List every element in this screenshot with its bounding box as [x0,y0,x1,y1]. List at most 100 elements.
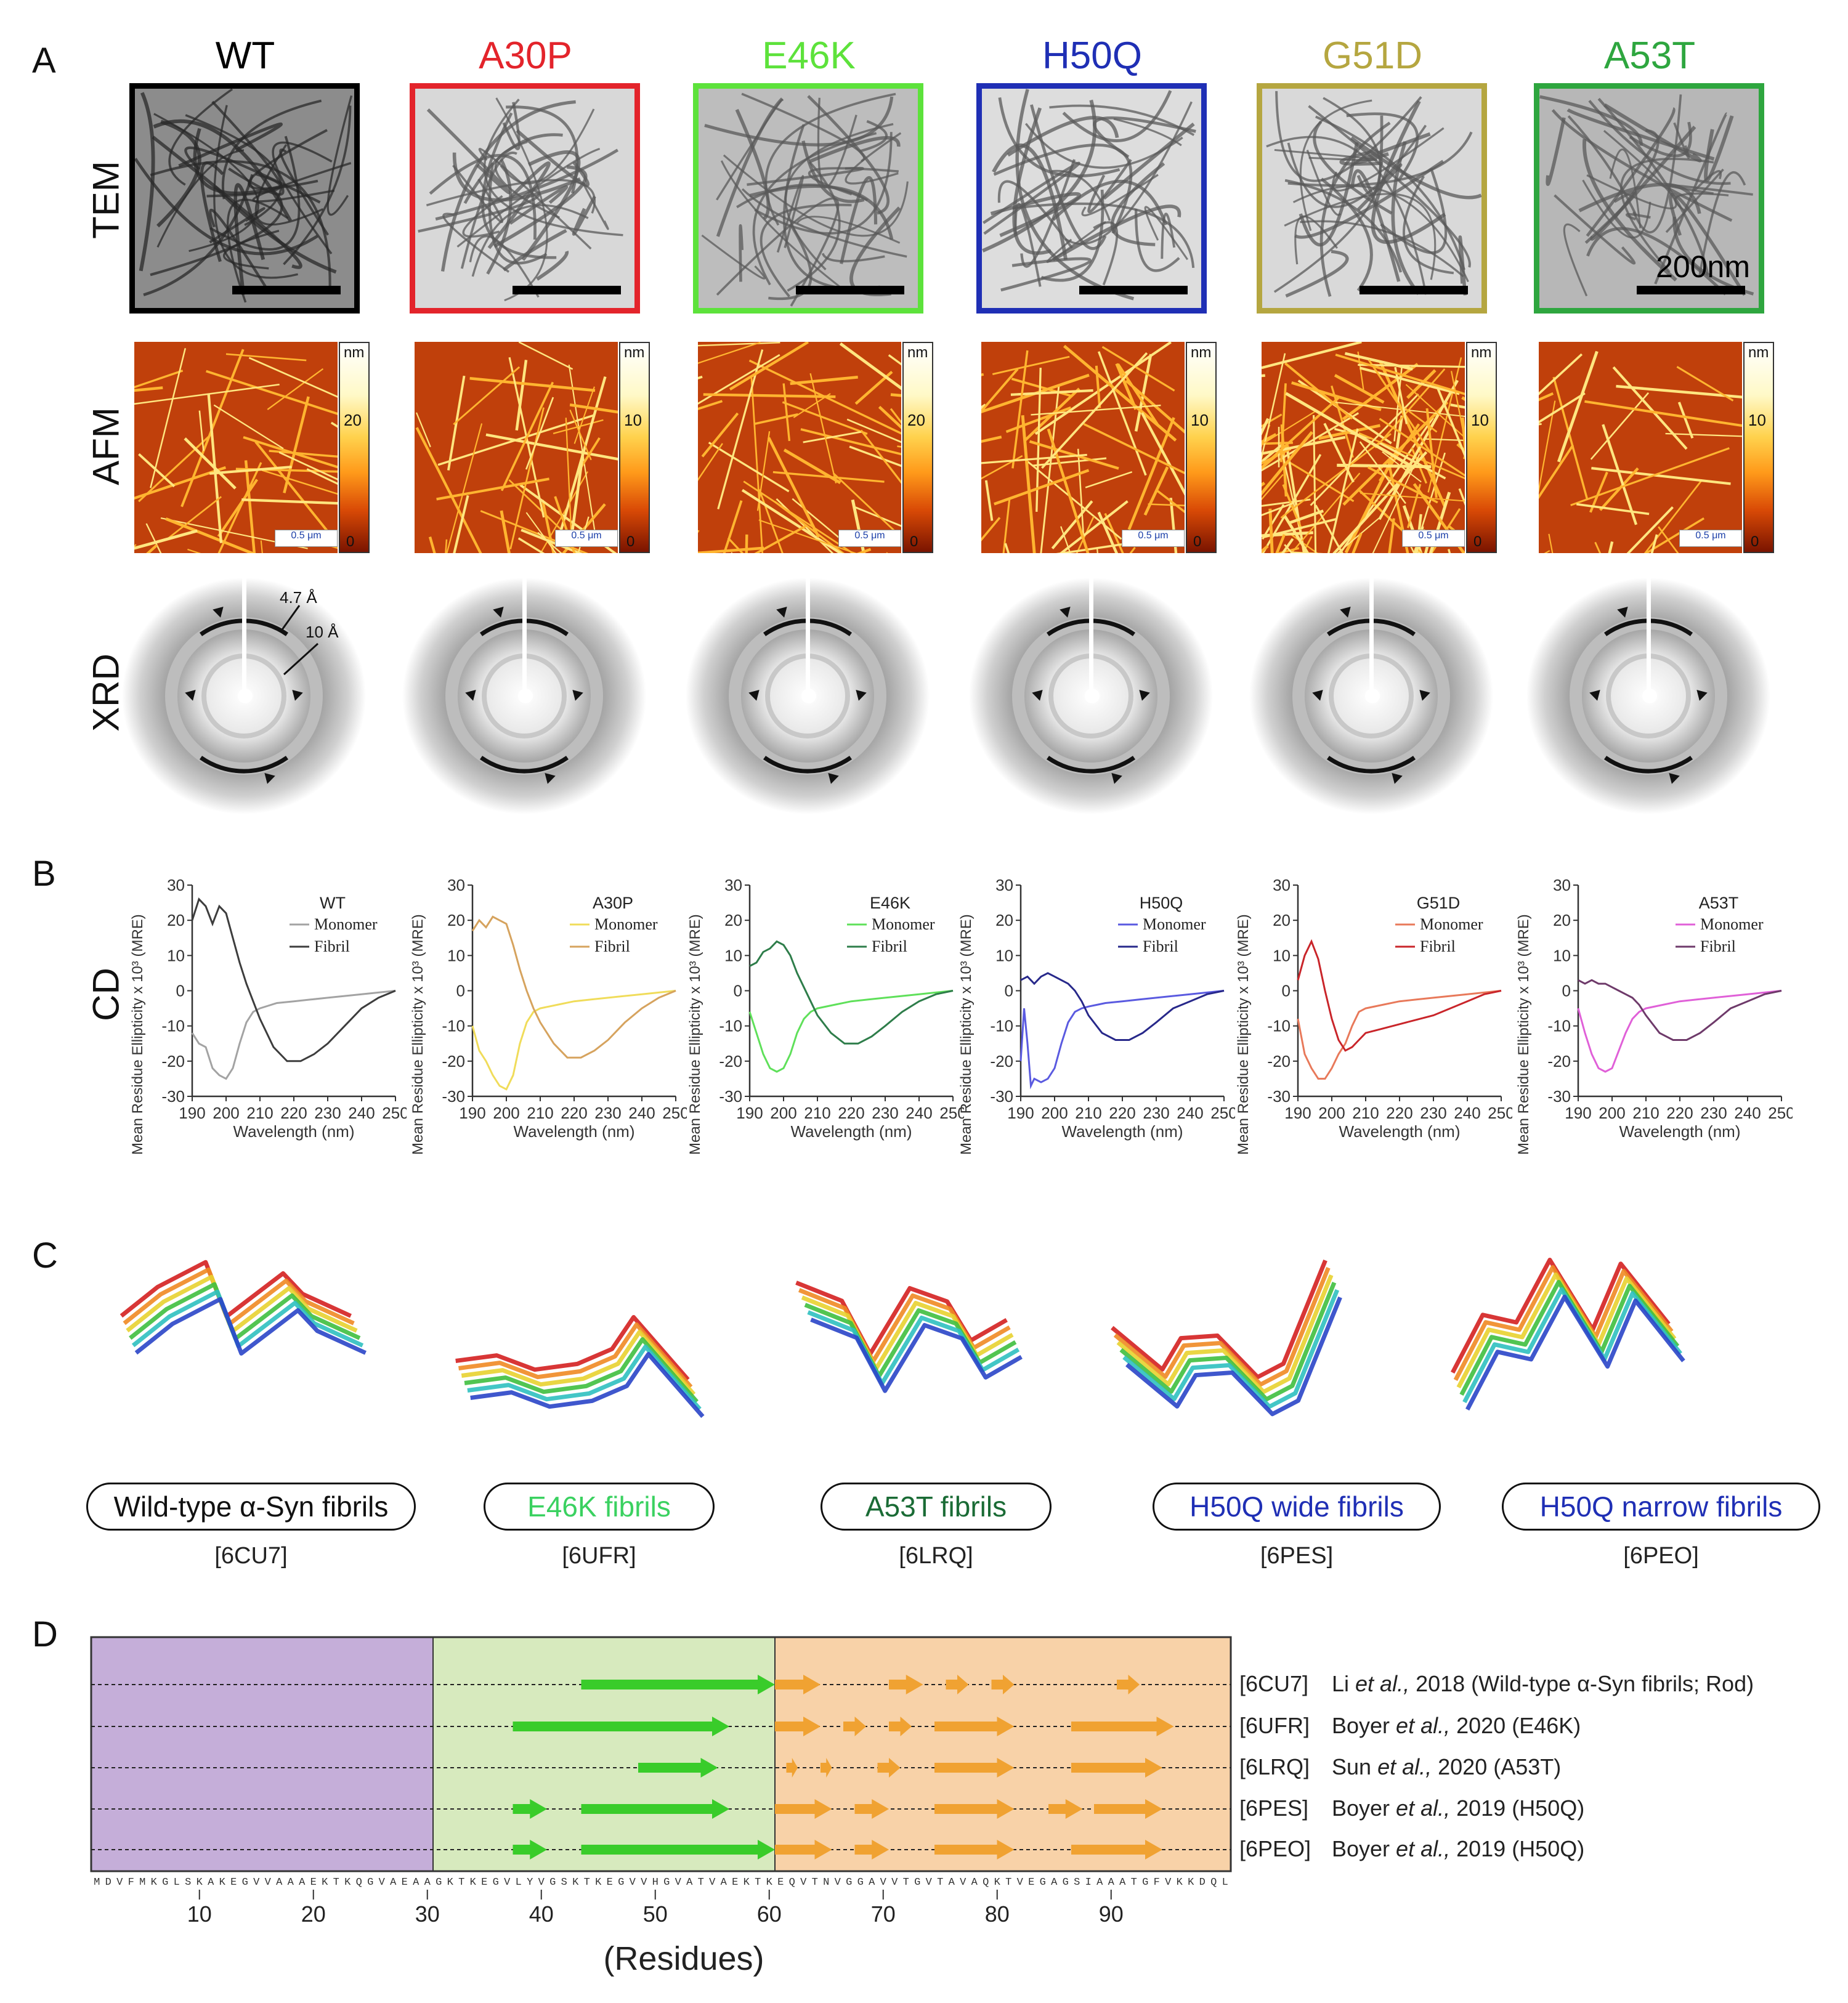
svg-text:H: H [652,1877,659,1888]
row-label-tem: TEM [85,161,127,239]
y-tick-label: 10 [1553,946,1571,965]
afm-colorbar: nm 10 0 [1186,342,1217,553]
svg-text:V: V [1165,1877,1172,1888]
x-tick-label: 250 [1210,1104,1235,1122]
svg-text:K: K [994,1877,1001,1888]
svg-text:K: K [344,1877,351,1888]
svg-text:T: T [333,1877,339,1888]
x-tick-label: 210 [1075,1104,1101,1122]
svg-text:A: A [721,1877,727,1888]
reference-detail: 2020 (E46K) [1450,1713,1581,1738]
svg-text:M: M [94,1877,100,1888]
y-tick-label: 20 [724,911,742,929]
y-tick-label: 0 [456,982,465,1000]
svg-text:K: K [447,1877,454,1888]
xrd-annotation-b: 10 Å [306,623,339,641]
afm-colorbar: nm 20 0 [339,342,370,553]
tem-fibril-texture [982,89,1201,308]
beta-strand-arrow [889,1675,923,1694]
svg-text:G: G [549,1877,556,1888]
beta-strand-arrow [1117,1675,1140,1694]
xrd-pattern-g51d [1249,576,1493,814]
y-tick-label: -10 [161,1017,185,1035]
svg-text:G: G [1063,1877,1069,1888]
svg-text:A: A [424,1877,431,1888]
cd-ylabel: Mean Residue Ellipticity x 10³ (MRE) [687,914,703,1155]
beta-strand-arrow [1094,1799,1162,1819]
beta-strand-arrow [934,1758,1015,1778]
legend-label: Monomer [872,915,935,933]
colorbar-bottom-tick: 0 [626,533,635,550]
svg-text:V: V [709,1877,716,1888]
x-tick-label: 190 [179,1104,205,1122]
column-label-h50q: H50Q [1042,34,1142,77]
reference-detail: 2019 (H50Q) [1450,1836,1585,1861]
cd-chart-h50q: Mean Residue Ellipticity x 10³ (MRE) 30 20… [958,865,1235,1173]
colorbar-unit: nm [907,344,928,361]
y-tick-label: 10 [447,946,465,965]
x-tick-label: 230 [1700,1104,1727,1122]
svg-text:A: A [1051,1877,1058,1888]
series-line-fibril [1297,939,1502,1052]
beta-strand-arrow [513,1799,547,1819]
x-axis-label: Wavelength (nm) [791,1122,912,1141]
y-tick-label: -20 [442,1052,465,1070]
y-tick-label: -20 [1547,1052,1571,1070]
x-tick-label: 220 [838,1104,864,1122]
y-tick-label: 30 [447,876,465,894]
y-tick-label: -10 [442,1017,465,1035]
cd-ylabel: Mean Residue Ellipticity x 10³ (MRE) [129,914,146,1155]
x-tick-label: 190 [1284,1104,1311,1122]
reference-pdb-id: [6PEO] [1239,1836,1311,1861]
svg-text:D: D [105,1877,111,1888]
beta-strand-arrow [1048,1799,1083,1819]
residue-tick-label: 70 [871,1901,896,1927]
svg-text:T: T [903,1877,909,1888]
tem-image-wt [129,83,360,314]
beta-strand-arrow [638,1758,718,1778]
legend-label: Monomer [1700,915,1764,933]
svg-text:V: V [253,1877,260,1888]
structure-model-5 [1450,1258,1685,1411]
panel-letter-d: D [32,1614,58,1654]
x-tick-label: 250 [1488,1104,1512,1122]
svg-text:Y: Y [527,1877,533,1888]
reference-etal: et al., [1371,1754,1432,1779]
svg-text:V: V [891,1877,898,1888]
afm-image-a30p: 0.5 μm nm 10 0 [415,342,652,553]
beta-strand-arrow [991,1675,1015,1694]
afm-fibril-texture [134,348,338,553]
x-tick-label: 200 [213,1104,239,1122]
svg-text:E: E [607,1877,613,1888]
svg-text:T: T [698,1877,704,1888]
afm-height-map: 0.5 μm [415,342,618,553]
svg-text:G: G [493,1877,499,1888]
svg-text:K: K [1177,1877,1183,1888]
legend-label: Fibril [1700,937,1736,955]
afm-height-map: 0.5 μm [698,342,901,553]
chart-title: H50Q [1140,894,1183,912]
svg-text:Q: Q [1210,1877,1217,1888]
structure-pdb-5: [6PEO] [1623,1543,1699,1569]
svg-text:K: K [219,1877,226,1888]
chart-title: WT [320,894,346,912]
structure-model-2 [455,1315,705,1418]
tem-image-e46k [693,83,923,314]
svg-text:K: K [151,1877,158,1888]
x-tick-label: 240 [628,1104,655,1122]
cd-chart-a30p: Mean Residue Ellipticity x 10³ (MRE) 30 20… [410,865,687,1173]
afm-scale-bar: 0.5 μm [555,530,618,547]
svg-text:V: V [835,1877,841,1888]
x-tick-label: 200 [1599,1104,1625,1122]
x-tick-label: 210 [1352,1104,1379,1122]
residue-tick-label: 90 [1099,1901,1124,1927]
y-tick-label: 0 [1005,982,1013,1000]
x-tick-label: 210 [804,1104,830,1122]
y-tick-label: -20 [1267,1052,1291,1070]
structure-label-2: E46K fibrils [484,1483,715,1531]
afm-colorbar: nm 10 0 [619,342,650,553]
reference-etal: et al., [1390,1713,1451,1738]
svg-text:L: L [1222,1877,1228,1888]
svg-text:V: V [538,1877,545,1888]
